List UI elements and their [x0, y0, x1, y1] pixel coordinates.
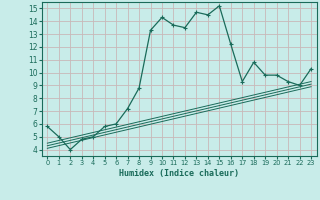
X-axis label: Humidex (Indice chaleur): Humidex (Indice chaleur): [119, 169, 239, 178]
